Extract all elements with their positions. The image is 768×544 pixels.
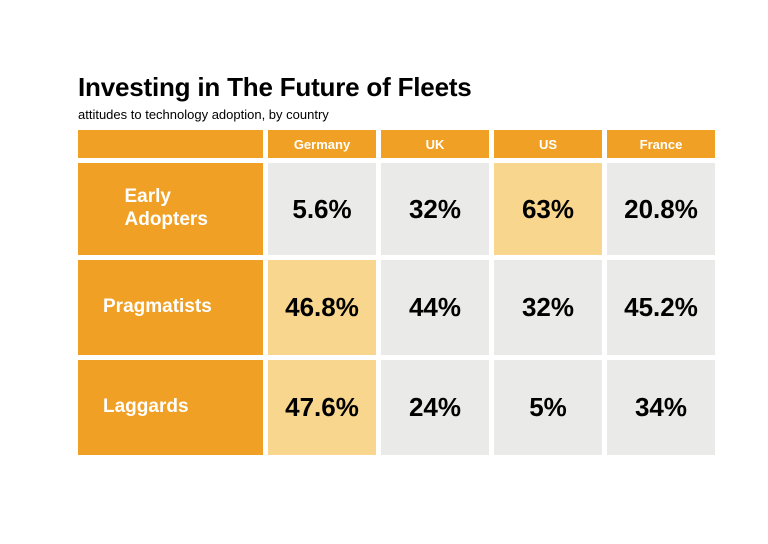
value-cell-early-adopters-germany: 5.6% [268,163,376,255]
row-label-text: Pragmatists [103,296,212,318]
row-label-text: Laggards [103,396,189,418]
row-label-laggards: Laggards [78,360,263,455]
page-title: Investing in The Future of Fleets [78,72,472,102]
value-cell-pragmatists-france: 45.2% [607,260,715,355]
column-header-france: France [607,130,715,158]
column-header-germany: Germany [268,130,376,158]
value-cell-pragmatists-us: 32% [494,260,602,355]
value-cell-early-adopters-france: 20.8% [607,163,715,255]
value-cell-laggards-us: 5% [494,360,602,455]
row-label-early-adopters: Early Adopters [78,163,263,255]
value-cell-pragmatists-germany-highlighted: 46.8% [268,260,376,355]
table-corner-cell [78,130,263,158]
value-cell-early-adopters-uk: 32% [381,163,489,255]
page-subtitle: attitudes to technology adoption, by cou… [78,107,329,122]
value-cell-laggards-france: 34% [607,360,715,455]
row-label-text: Early Adopters [124,186,208,230]
value-cell-early-adopters-us-highlighted: 63% [494,163,602,255]
value-cell-laggards-germany-highlighted: 47.6% [268,360,376,455]
attitudes-table: Germany UK US France Early Adopters 5.6%… [78,130,715,455]
value-cell-laggards-uk: 24% [381,360,489,455]
value-cell-pragmatists-uk: 44% [381,260,489,355]
column-header-us: US [494,130,602,158]
row-label-pragmatists: Pragmatists [78,260,263,355]
column-header-uk: UK [381,130,489,158]
